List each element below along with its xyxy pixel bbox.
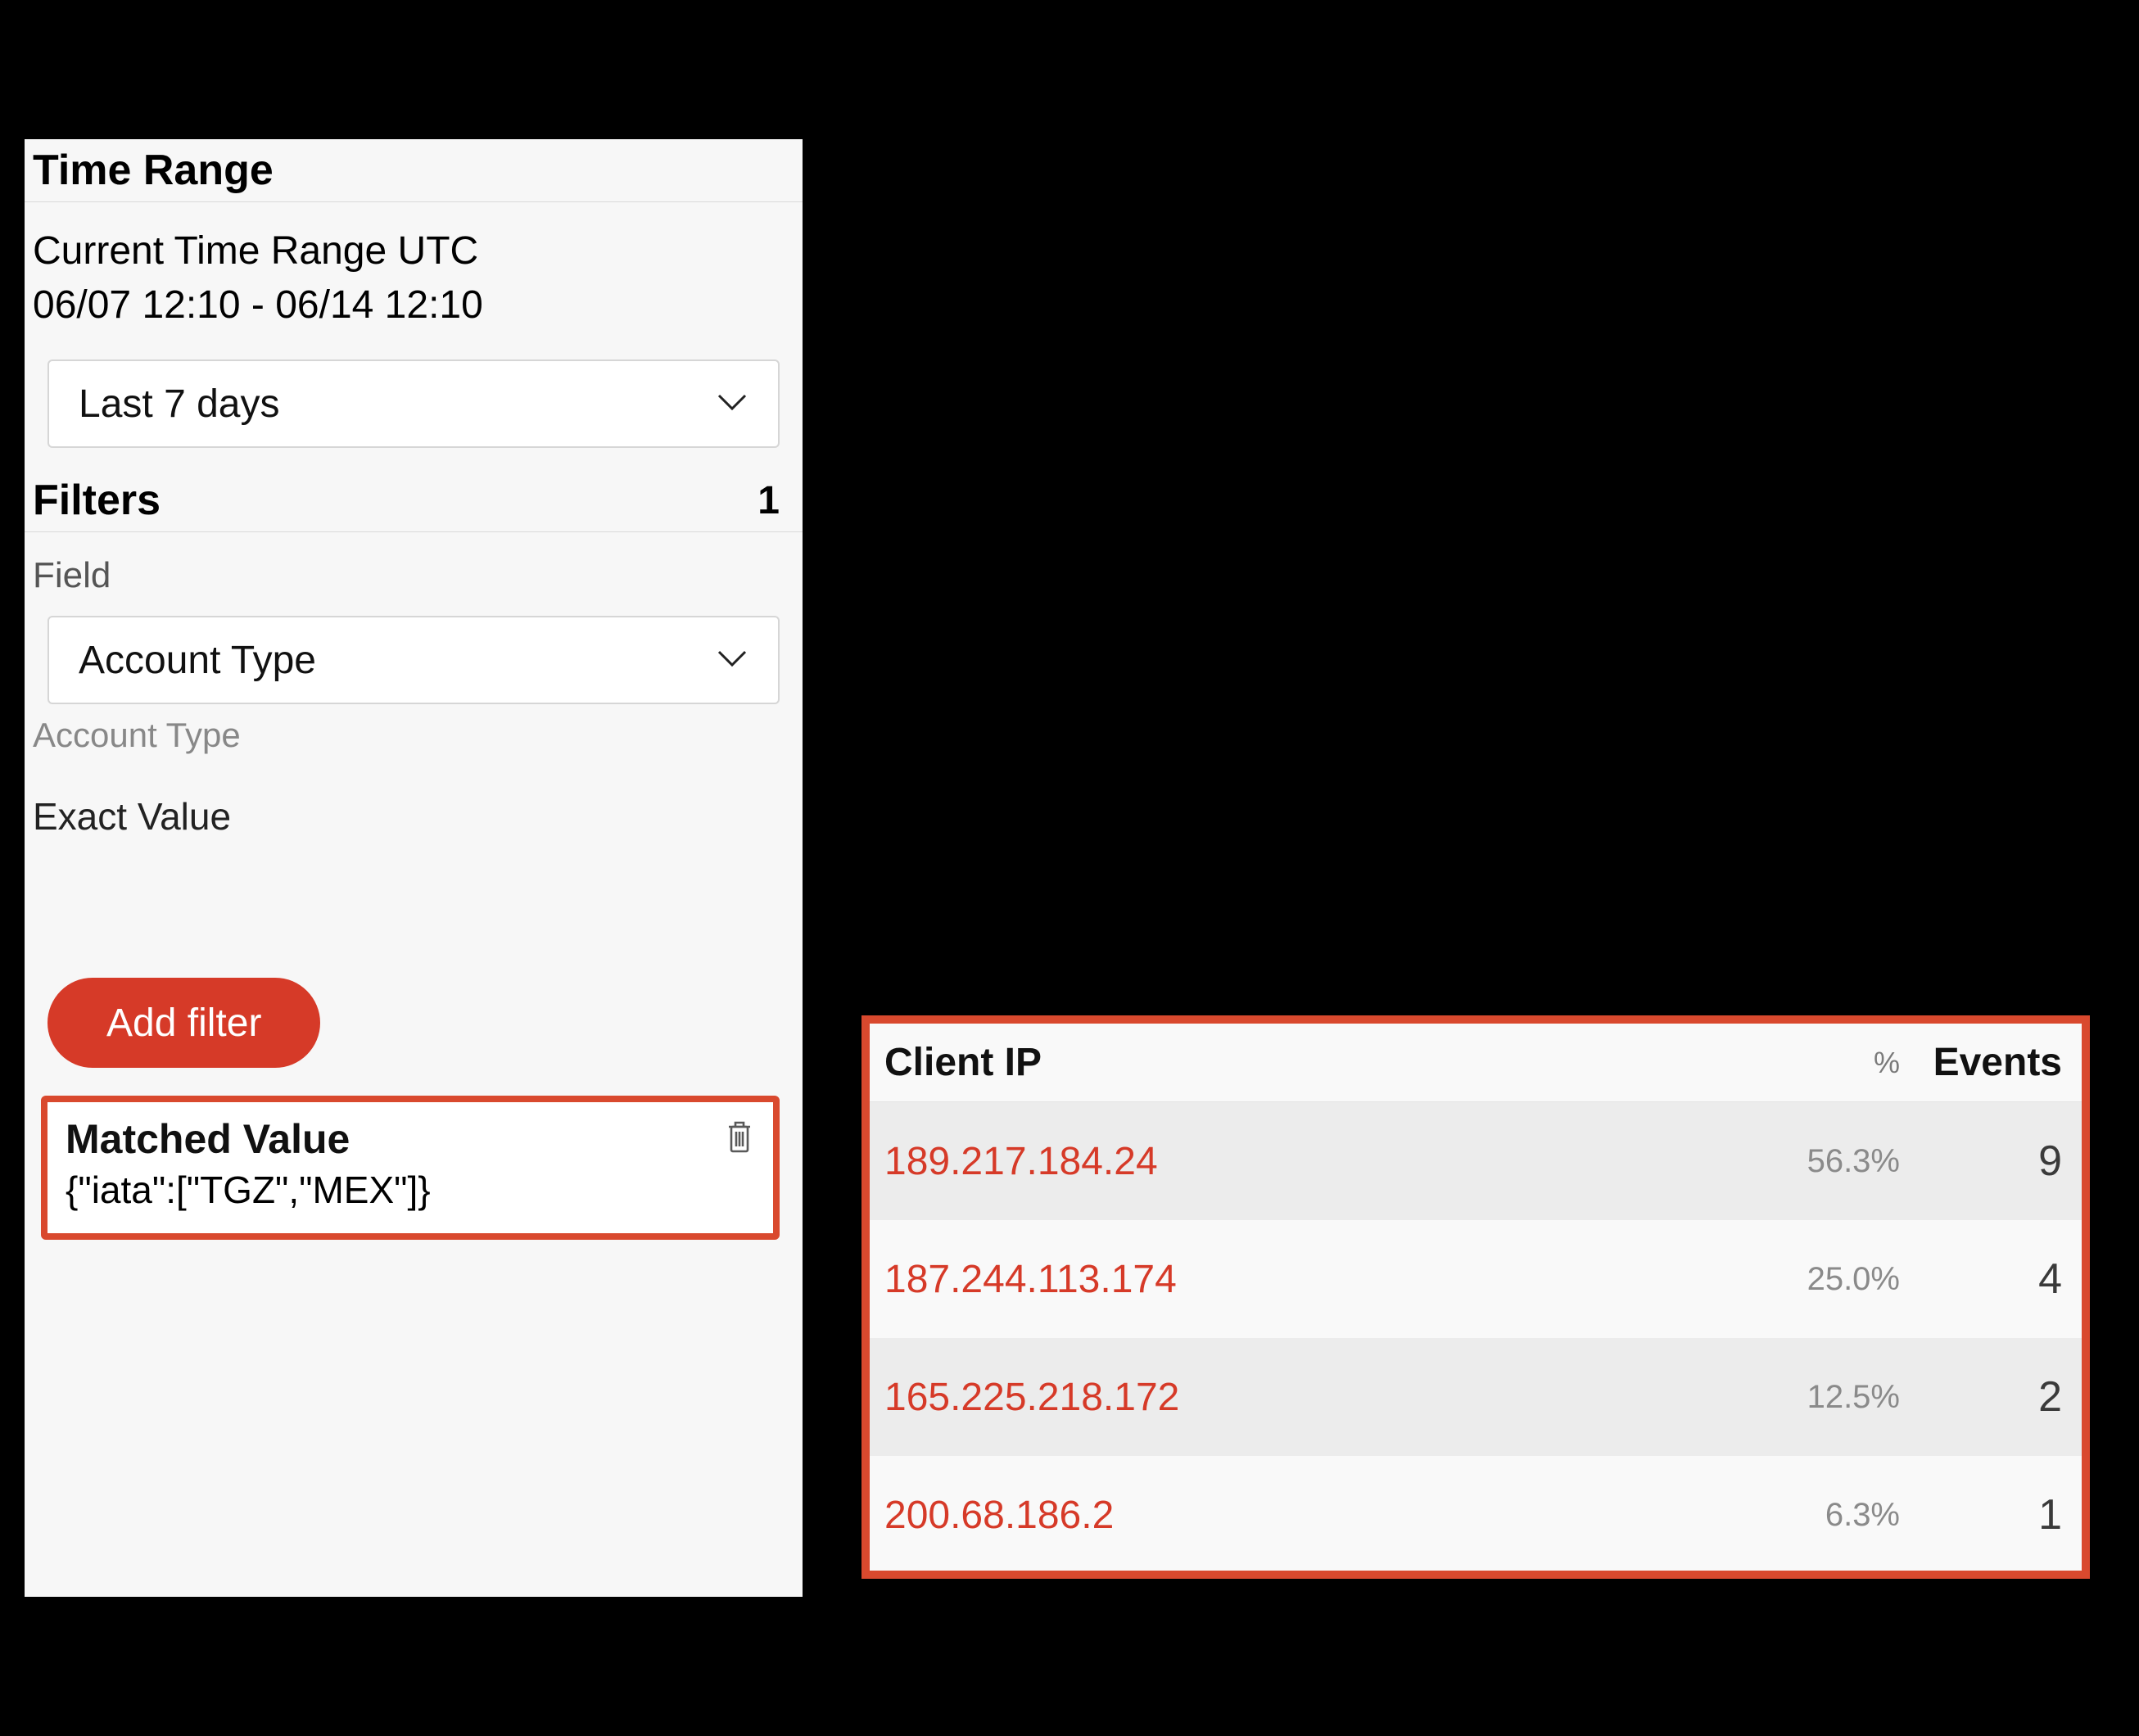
cell-client-ip: 165.225.218.172 <box>884 1375 1638 1420</box>
cell-percent: 25.0% <box>1638 1261 1900 1298</box>
cell-percent: 6.3% <box>1638 1497 1900 1534</box>
matched-value-text: {"iata":["TGZ","MEX"]} <box>66 1168 755 1212</box>
col-header-percent: % <box>1638 1046 1900 1080</box>
cell-client-ip: 189.217.184.24 <box>884 1139 1638 1184</box>
cell-events: 9 <box>1900 1137 2062 1186</box>
filters-count: 1 <box>757 478 780 523</box>
col-header-client-ip: Client IP <box>884 1040 1638 1085</box>
matched-value-title: Matched Value <box>66 1115 350 1163</box>
field-hint: Account Type <box>25 712 803 755</box>
current-time-range-label: Current Time Range UTC <box>25 202 803 281</box>
cell-percent: 12.5% <box>1638 1379 1900 1416</box>
table-header-row: Client IP % Events <box>870 1024 2082 1102</box>
col-header-events: Events <box>1900 1040 2062 1085</box>
table-row[interactable]: 189.217.184.24 56.3% 9 <box>870 1102 2082 1220</box>
matched-value-card: Matched Value {"iata":["TGZ","MEX"]} <box>41 1096 780 1240</box>
field-select[interactable]: Account Type <box>47 616 780 704</box>
cell-events: 2 <box>1900 1372 2062 1422</box>
cell-events: 4 <box>1900 1255 2062 1304</box>
table-row[interactable]: 200.68.186.2 6.3% 1 <box>870 1456 2082 1574</box>
current-time-range-value: 06/07 12:10 - 06/14 12:10 <box>25 281 803 335</box>
chevron-down-icon <box>716 647 748 674</box>
cell-percent: 56.3% <box>1638 1143 1900 1180</box>
table-row[interactable]: 165.225.218.172 12.5% 2 <box>870 1338 2082 1456</box>
time-range-header: Time Range <box>25 139 803 202</box>
trash-icon[interactable] <box>724 1119 755 1160</box>
time-range-select[interactable]: Last 7 days <box>47 359 780 448</box>
cell-client-ip: 187.244.113.174 <box>884 1257 1638 1302</box>
field-select-value: Account Type <box>79 638 316 683</box>
chevron-down-icon <box>716 391 748 418</box>
filters-header: Filters 1 <box>25 469 803 532</box>
filters-title: Filters <box>33 476 161 525</box>
add-filter-label: Add filter <box>106 1001 261 1046</box>
time-range-title: Time Range <box>33 146 274 195</box>
cell-events: 1 <box>1900 1490 2062 1539</box>
filters-sidebar: Time Range Current Time Range UTC 06/07 … <box>25 139 803 1597</box>
exact-value-label: Exact Value <box>25 755 803 839</box>
time-range-select-value: Last 7 days <box>79 382 279 427</box>
add-filter-button[interactable]: Add filter <box>47 978 320 1068</box>
cell-client-ip: 200.68.186.2 <box>884 1493 1638 1538</box>
field-label: Field <box>25 532 803 603</box>
client-ip-table: Client IP % Events 189.217.184.24 56.3% … <box>861 1015 2090 1579</box>
table-row[interactable]: 187.244.113.174 25.0% 4 <box>870 1220 2082 1338</box>
